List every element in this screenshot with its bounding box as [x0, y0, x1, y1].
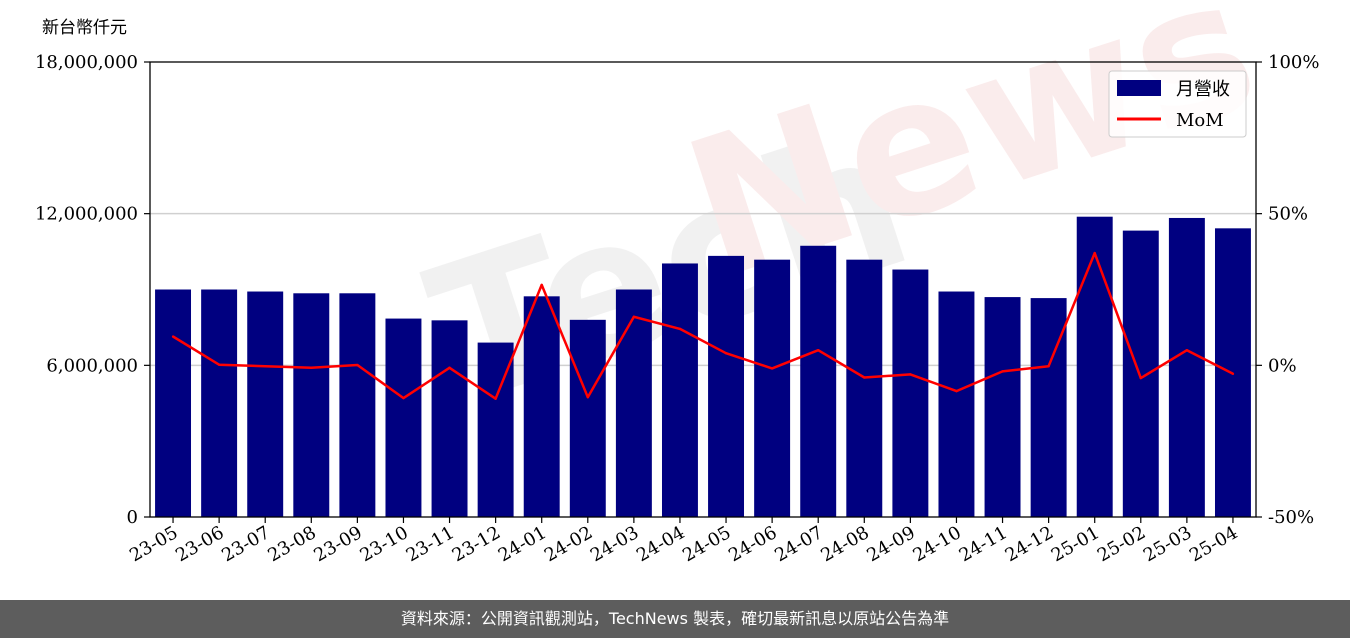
x-tick-label: 24-06 — [725, 522, 780, 566]
mom-point — [217, 363, 221, 366]
mom-point — [171, 335, 175, 338]
mom-point — [1185, 348, 1189, 352]
y-right-tick-label: 50% — [1268, 204, 1308, 225]
mom-point — [1093, 251, 1096, 255]
y-left-tick-label: 12,000,000 — [35, 204, 138, 225]
legend: 月營收 MoM — [1108, 70, 1247, 138]
mom-point — [1139, 376, 1142, 380]
revenue-bar — [615, 289, 652, 517]
revenue-bar — [892, 269, 929, 517]
x-tick-label: 23-12 — [449, 522, 504, 566]
revenue-bar — [201, 289, 238, 517]
revenue-bar — [523, 296, 560, 517]
mom-point — [1047, 365, 1050, 368]
y-left-tick-label: 18,000,000 — [35, 52, 138, 73]
revenue-bar — [155, 289, 192, 517]
revenue-bar — [385, 318, 422, 517]
x-tick-label: 23-09 — [310, 522, 365, 566]
footer-source: 資料來源：公開資訊觀測站，TechNews 製表，確切最新訊息以原站公告為準 — [0, 600, 1350, 638]
plot-frame — [149, 61, 1257, 518]
x-tick-label: 25-03 — [1140, 522, 1195, 566]
legend-revenue-swatch — [1117, 80, 1161, 96]
mom-point — [909, 373, 912, 376]
mom-point — [955, 389, 958, 393]
y-unit-label: 新台幣仟元 — [42, 18, 127, 38]
revenue-bar — [569, 319, 606, 517]
mom-line — [171, 251, 1235, 400]
mom-point — [817, 348, 820, 352]
x-tick-label: 23-10 — [357, 522, 412, 566]
x-tick-label: 24-04 — [633, 522, 688, 566]
mom-point — [863, 376, 866, 379]
mom-point — [724, 352, 728, 355]
x-tick-label: 24-05 — [679, 522, 734, 566]
revenue-bar — [846, 259, 883, 517]
x-tick-label: 24-11 — [956, 522, 1011, 566]
revenue-bar — [1122, 230, 1159, 517]
mom-point — [356, 363, 359, 367]
x-tick-label: 23-07 — [218, 522, 273, 566]
mom-series-line — [172, 251, 1234, 400]
x-tick-label: 23-05 — [126, 522, 181, 566]
revenue-bar — [1030, 298, 1067, 517]
x-tick-label: 25-04 — [1186, 522, 1241, 566]
revenue-bar — [247, 291, 284, 517]
revenue-bar — [661, 263, 698, 517]
mom-point — [448, 366, 451, 369]
revenue-bar — [708, 255, 745, 517]
mom-point — [264, 365, 267, 368]
x-tick-label: 23-11 — [403, 522, 458, 566]
revenue-bar — [1168, 217, 1205, 518]
x-tick-label: 24-12 — [1002, 522, 1057, 566]
x-tick-label: 23-08 — [264, 522, 319, 566]
mom-point — [310, 366, 313, 369]
x-tick-label: 24-02 — [541, 522, 596, 566]
revenue-bar — [293, 293, 330, 517]
revenue-bars — [155, 216, 1251, 518]
y-left-tick-label: 0 — [127, 507, 138, 528]
revenue-bar — [431, 320, 468, 517]
x-tick-label: 24-10 — [910, 522, 965, 566]
x-tick-label: 24-01 — [495, 522, 550, 566]
x-tick-label: 24-08 — [817, 522, 872, 566]
y-right-tick-label: 0% — [1268, 355, 1297, 376]
y-right-tick-label: -50% — [1268, 507, 1314, 528]
revenue-bar — [1076, 216, 1113, 517]
y-right-tick-label: 100% — [1268, 52, 1319, 73]
x-tick-label: 25-01 — [1048, 522, 1103, 566]
x-tick-label: 24-09 — [863, 522, 918, 566]
mom-point — [632, 315, 636, 318]
mom-point — [402, 396, 405, 400]
revenue-bar — [339, 293, 376, 517]
revenue-bar — [938, 291, 975, 517]
x-tick-label: 23-06 — [172, 522, 227, 566]
revenue-bar — [800, 245, 837, 517]
y-left-tick-label: 6,000,000 — [46, 355, 138, 376]
legend-revenue-label: 月營收 — [1176, 79, 1230, 100]
x-tick-label: 24-03 — [587, 522, 642, 566]
mom-point — [494, 397, 497, 400]
mom-point — [1231, 372, 1235, 376]
revenue-bar — [754, 259, 791, 517]
x-tick-label: 25-02 — [1094, 522, 1149, 566]
legend-mom-label: MoM — [1176, 110, 1224, 131]
mom-point — [1001, 370, 1004, 373]
mom-point — [586, 395, 589, 399]
mom-point — [678, 327, 682, 331]
x-tick-label: 24-07 — [771, 522, 826, 566]
revenue-bar — [984, 297, 1021, 517]
mom-point — [770, 367, 774, 370]
chart: 新台幣仟元 Tech News 06,000,00012,000,00018,0… — [35, 0, 1320, 566]
mom-point — [540, 283, 543, 287]
